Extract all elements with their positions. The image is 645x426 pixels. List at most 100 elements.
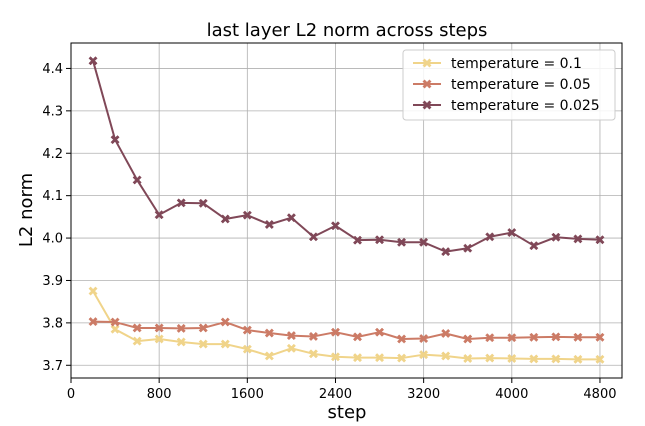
data-point [110,317,120,327]
x-tick-label: 2400 [319,387,352,402]
series-layer [88,56,605,364]
x-tick-label: 0 [67,387,75,402]
data-point [529,332,539,342]
legend-label: temperature = 0.05 [451,77,591,93]
data-point [330,327,341,337]
data-point [132,175,142,185]
data-point [330,352,341,362]
data-point [441,247,451,257]
data-point [551,354,561,364]
x-tick-label: 3200 [407,387,440,402]
data-point [308,331,318,341]
data-point [441,351,451,361]
legend: temperature = 0.1 temperature = 0.05 tempe… [402,49,616,121]
data-point [529,354,539,364]
data-point [375,327,385,337]
data-point [264,351,274,361]
data-point [242,325,252,335]
data-point [132,336,142,346]
x-tick-label: 4800 [583,387,616,402]
legend-marker [422,79,432,89]
data-point [375,353,385,363]
data-point [154,210,164,220]
data-point [88,317,98,327]
y-axis: 3.7 3.8 3.9 4.0 4.1 4.2 4.3 4.4 [42,62,71,374]
data-point [507,227,517,238]
data-point [286,331,296,341]
x-axis: 0 800 1600 2400 3200 4000 4800 [67,378,617,402]
data-point [595,235,605,245]
data-point [595,332,605,342]
series-1 [88,317,605,344]
data-point [220,317,230,327]
data-point [132,323,142,333]
data-point [397,353,407,363]
plot-frame [70,42,623,379]
legend-marker [422,100,432,110]
legend-box [402,49,616,121]
series-line [92,290,600,361]
data-point [463,243,473,253]
data-point [419,350,429,360]
y-tick-label: 3.7 [42,359,63,374]
y-tick-label: 4.0 [42,232,63,247]
data-point [154,323,164,333]
data-point [308,349,318,359]
y-tick-label: 4.2 [42,147,63,162]
data-point [551,232,561,242]
data-point [573,354,583,364]
data-point [595,354,605,364]
data-point [264,328,274,338]
y-tick-label: 4.3 [42,104,63,119]
data-point [198,339,208,349]
data-point [352,332,363,342]
data-point [463,353,473,364]
x-tick-label: 1600 [231,387,264,402]
chart-title: last layer L2 norm across steps [207,20,488,41]
data-point [330,221,341,231]
data-point [110,324,120,334]
data-point [397,334,407,344]
data-point [88,56,98,66]
data-point [397,237,407,247]
data-point [286,343,296,353]
data-point [154,334,164,344]
data-point [220,214,230,224]
data-point [507,333,517,343]
legend-label: temperature = 0.025 [451,98,600,114]
data-point [485,353,495,363]
data-point [352,235,363,245]
data-point [176,337,186,347]
y-tick-label: 3.9 [42,274,63,289]
data-point [352,353,363,363]
data-point [198,323,208,333]
x-tick-label: 4000 [495,387,528,402]
series-0 [88,286,605,364]
data-point [485,232,495,242]
y-tick-label: 4.1 [42,189,63,204]
x-tick-label: 800 [147,387,172,402]
data-point [507,353,517,364]
data-point [419,334,429,344]
data-point [419,237,429,247]
data-point [308,232,318,242]
data-point [286,213,296,223]
data-point [441,328,451,339]
x-axis-label: step [328,402,367,423]
legend-marker [422,58,432,68]
series-line [93,320,600,340]
data-point [176,198,186,208]
legend-label: temperature = 0.1 [451,56,582,72]
data-point [242,210,252,220]
data-point [242,344,252,354]
data-point [375,235,385,245]
data-point [573,332,583,342]
data-point [529,241,539,251]
series-2 [88,56,605,257]
data-point [551,332,561,342]
data-point [264,219,274,230]
data-point [485,333,495,343]
y-tick-label: 3.8 [42,316,63,331]
data-point [110,135,120,145]
y-tick-label: 4.4 [42,62,63,77]
